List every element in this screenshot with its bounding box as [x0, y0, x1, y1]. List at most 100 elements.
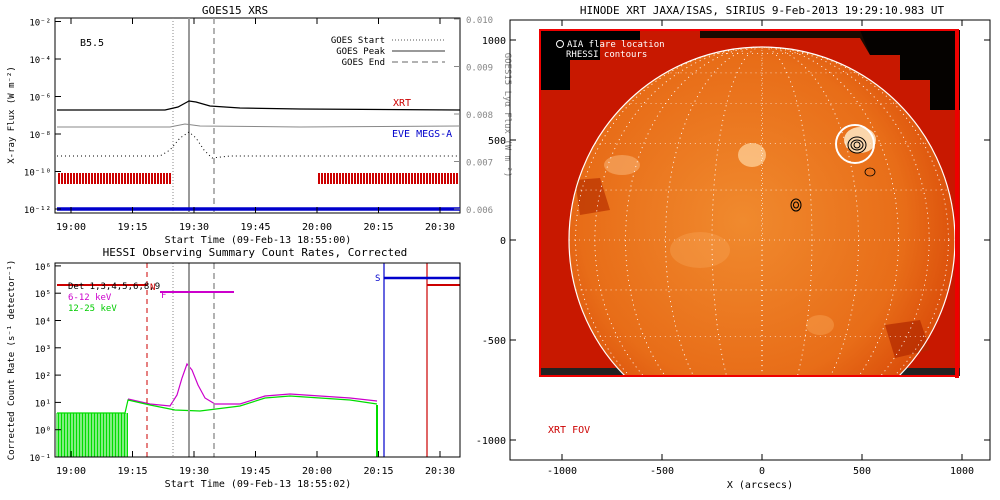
grid-longitude-line [711, 46, 813, 376]
goes-xtick-label: 19:30 [179, 222, 209, 233]
xrt-coverage-tick [381, 173, 383, 184]
xrt-coverage-tick [327, 173, 329, 184]
xrt-coverage-tick [67, 173, 69, 184]
bright-region-4 [670, 232, 730, 268]
legend-aia-symbol [556, 40, 564, 48]
xrt-coverage-tick [399, 173, 401, 184]
xrt-coverage-tick [348, 173, 350, 184]
xrt-coverage-tick [321, 173, 323, 184]
xrt-coverage-tick [423, 173, 425, 184]
coronal-hole-2 [885, 320, 930, 358]
xrt-coverage-tick [411, 173, 413, 184]
map-xtick-label: 1000 [950, 466, 974, 477]
xrt-coverage-tick [405, 173, 407, 184]
hessi-xlabel: Start Time (09-Feb-13 18:55:02) [165, 479, 352, 490]
xrt-label: XRT [393, 98, 411, 109]
map-panel: HINODE XRT JAXA/ISAS, SIRIUS 9-Feb-2013 … [476, 4, 991, 491]
hessi-marker-n: N [150, 283, 155, 293]
xrt-coverage-tick [61, 173, 63, 184]
bright-region-1 [738, 143, 766, 167]
hessi-legend-12-25: 12-25 keV [68, 304, 117, 314]
map-y-ticks: 1000 500 0 -500 -1000 [476, 36, 990, 447]
xrt-coverage-tick [82, 173, 84, 184]
map-xtick-label: 0 [759, 466, 765, 477]
xrt-coverage-tick [91, 173, 93, 184]
goes-ytick-label: 10⁻⁴ [29, 56, 51, 66]
xrt-coverage-tick [151, 173, 153, 184]
hessi-xtick-label: 20:00 [302, 466, 332, 477]
grid-longitude-line [761, 46, 763, 376]
xrt-fov-label: XRT FOV [548, 425, 590, 436]
xrt-coverage-tick [351, 173, 353, 184]
hessi-ytick-label: 10⁵ [35, 290, 51, 300]
hessi-xtick-label: 19:15 [117, 466, 147, 477]
grid-longitude-line [625, 46, 899, 376]
xrt-coverage-tick [441, 173, 443, 184]
goes-xtick-label: 19:00 [56, 222, 86, 233]
xrt-coverage-tick [426, 173, 428, 184]
hessi-xtick-label: 19:30 [179, 466, 209, 477]
xrt-coverage-tick [387, 173, 389, 184]
bright-region-3 [844, 127, 876, 153]
goes-right-ytick-label: 0.006 [466, 206, 493, 216]
hessi-marker-f: F [161, 291, 166, 301]
xrt-coverage-tick [354, 173, 356, 184]
xrt-coverage-tick [447, 173, 449, 184]
hessi-panel: HESSI Observing Summary Count Rates, Cor… [7, 246, 461, 490]
goes-ytick-label: 10⁻¹² [24, 206, 51, 216]
goes-right-ytick-label: 0.007 [466, 159, 493, 169]
xrt-coverage-tick [133, 173, 135, 184]
goes-flare-class: B5.5 [80, 38, 104, 49]
xrt-coverage-tick [73, 173, 75, 184]
xrt-coverage-tick [85, 173, 87, 184]
hessi-legend-det: Det 1,3,4,5,6,8,9 [68, 282, 160, 292]
goes-plot-frame [54, 17, 461, 214]
goes-ytick-label: 10⁻⁸ [29, 131, 51, 141]
xrt-dark-corner-right [860, 30, 960, 110]
xrt-coverage-tick [142, 173, 144, 184]
xrt-coverage-tick [166, 173, 168, 184]
map-ytick-label: -500 [482, 336, 506, 347]
xrt-coverage-tick [408, 173, 410, 184]
legend-rhessi-label: RHESSI contours [566, 50, 647, 60]
xrt-coverage-tick [369, 173, 371, 184]
hessi-legend-6-12: 6-12 keV [68, 293, 112, 303]
xrt-coverage-tick [115, 173, 117, 184]
xrt-coverage-tick [450, 173, 452, 184]
goes-lya-line [57, 123, 461, 128]
hessi-xtick-label: 20:15 [363, 466, 393, 477]
goes-right-ytick-label: 0.010 [466, 16, 493, 26]
xrt-coverage-tick [432, 173, 434, 184]
goes-panel: GOES15 XRS B5.5 XRT EVE MEGS-A GOES Star… [7, 4, 512, 246]
goes-xtick-label: 20:30 [425, 222, 455, 233]
xrt-coverage-tick [163, 173, 165, 184]
xrt-coverage-tick [324, 173, 326, 184]
goes-xtick-label: 19:45 [240, 222, 270, 233]
xrt-coverage-tick [342, 173, 344, 184]
xrt-coverage-tick [345, 173, 347, 184]
goes-ylabel-left: X-ray Flux (W m⁻²) [7, 66, 17, 164]
map-ytick-label: -1000 [476, 436, 506, 447]
goes-right-y-ticks: 0.006 0.007 0.008 0.009 0.010 [454, 16, 493, 216]
xrt-coverage-tick [100, 173, 102, 184]
hessi-xtick-label: 19:00 [56, 466, 86, 477]
xrt-coverage-tick [339, 173, 341, 184]
map-title: HINODE XRT JAXA/ISAS, SIRIUS 9-Feb-2013 … [580, 4, 945, 17]
goes-long-channel-line [57, 100, 461, 111]
goes-ytick-label: 10⁻² [29, 19, 51, 29]
xrt-coverage-bars [58, 173, 458, 184]
map-ytick-label: 0 [500, 236, 506, 247]
goes-xlabel: Start Time (09-Feb-13 18:55:00) [165, 235, 352, 246]
goes-right-ytick-label: 0.008 [466, 111, 493, 121]
hessi-marker-s: S [375, 274, 380, 284]
xrt-coverage-tick [378, 173, 380, 184]
xrt-coverage-tick [363, 173, 365, 184]
goes-x-ticks: 19:00 19:15 19:30 19:45 20:00 20:15 20:30 [56, 18, 455, 233]
xrt-coverage-tick [357, 173, 359, 184]
xrt-coverage-tick [109, 173, 111, 184]
xrt-coverage-tick [372, 173, 374, 184]
hessi-ylabel: Corrected Count Rate (s⁻¹ detector⁻¹) [7, 260, 17, 460]
xrt-coverage-tick [453, 173, 455, 184]
hessi-ytick-label: 10⁰ [35, 427, 51, 437]
